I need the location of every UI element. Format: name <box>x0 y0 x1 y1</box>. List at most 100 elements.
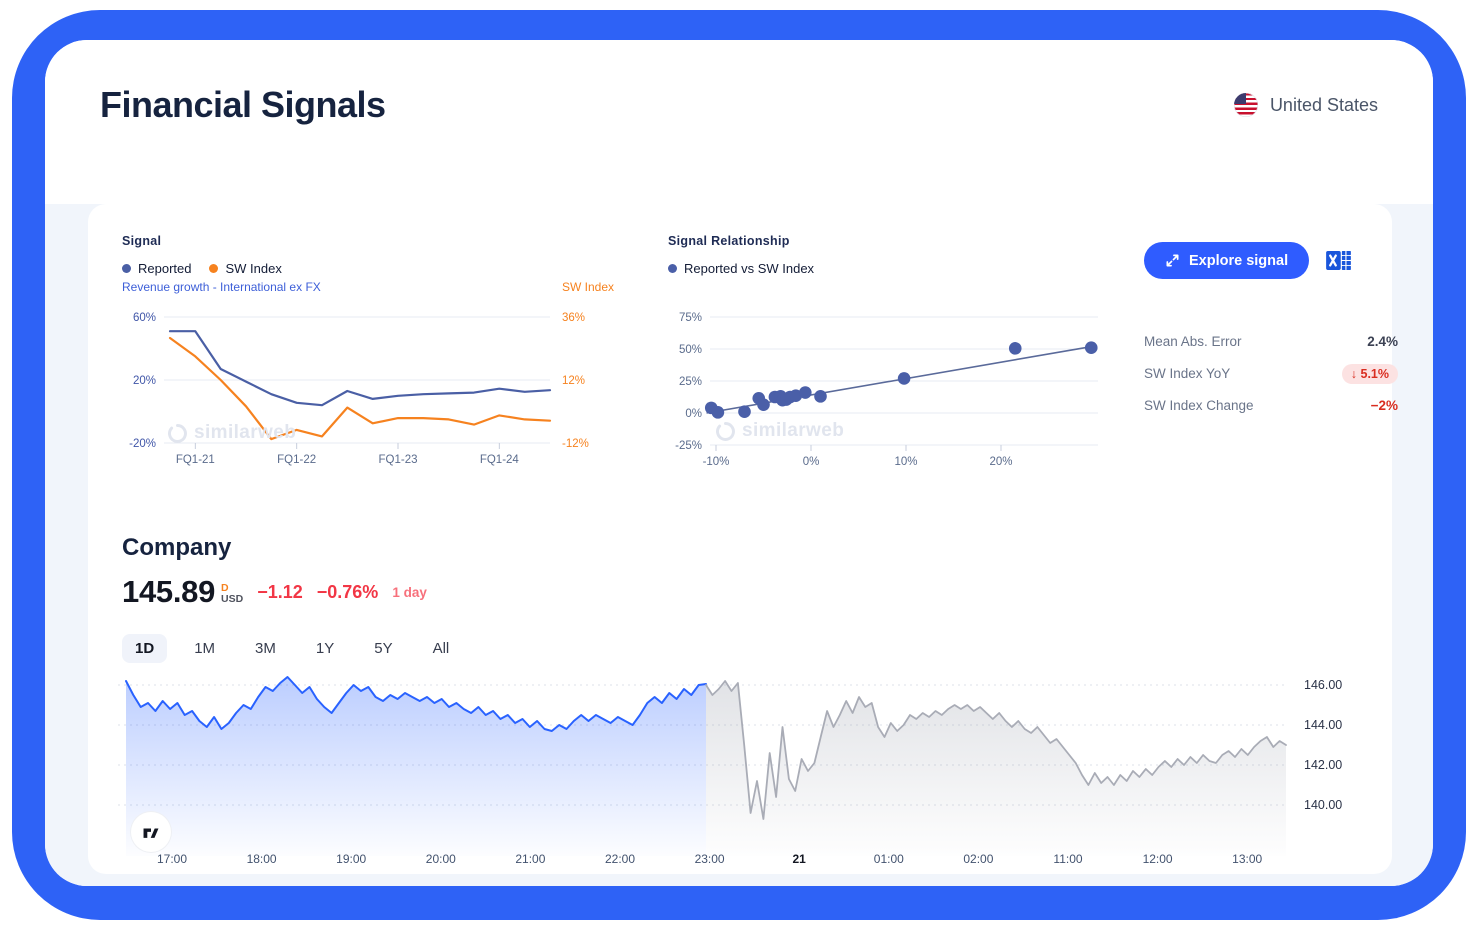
range-tab-all[interactable]: All <box>432 640 450 657</box>
svg-text:FQ1-23: FQ1-23 <box>379 454 418 466</box>
stat-value-negative: −2% <box>1370 398 1398 413</box>
range-tab-3m[interactable]: 3M <box>255 640 276 657</box>
svg-text:FQ1-22: FQ1-22 <box>277 454 316 466</box>
stat-row-mean-abs-error: Mean Abs. Error 2.4% <box>1144 329 1398 354</box>
svg-text:75%: 75% <box>679 312 702 324</box>
svg-text:36%: 36% <box>562 312 585 324</box>
explore-signal-label: Explore signal <box>1189 252 1289 269</box>
time-axis-label: 17:00 <box>156 852 188 866</box>
signal-actions: Explore signal <box>1144 242 1398 418</box>
time-axis-label: 12:00 <box>1142 852 1173 866</box>
time-axis-label: 02:00 <box>963 852 994 866</box>
relationship-legend: Reported vs SW Index <box>668 261 1118 276</box>
price-axis-label: 144.00 <box>1304 718 1343 732</box>
signal-section-label: Signal <box>122 234 162 248</box>
time-axis-label: 01:00 <box>873 852 904 866</box>
svg-text:12%: 12% <box>562 375 585 387</box>
signal-left-axis-label: Revenue growth - International ex FX <box>122 280 321 294</box>
tradingview-logo[interactable] <box>131 812 171 852</box>
price-currency-block: D USD <box>221 583 243 605</box>
signal-line-chart[interactable]: 60% 20% -20% 36% 12% -12% FQ1-21 FQ1-22 FQ1-23 FQ… <box>112 302 612 470</box>
svg-text:FQ1-24: FQ1-24 <box>480 454 520 466</box>
time-axis-label: 21 <box>792 852 806 866</box>
svg-text:-12%: -12% <box>562 438 589 450</box>
stat-label: Mean Abs. Error <box>1144 334 1242 349</box>
stat-row-sw-index-change: SW Index Change −2% <box>1144 393 1398 418</box>
stat-value: 2.4% <box>1367 334 1398 349</box>
page-title: Financial Signals <box>100 84 386 125</box>
price-change-abs: −1.12 <box>257 581 303 602</box>
svg-text:-25%: -25% <box>675 440 702 452</box>
region-label: United States <box>1269 94 1378 115</box>
price-axis-label: 140.00 <box>1304 798 1343 812</box>
time-axis: 17:00 18:00 19:00 20:00 21:00 22:00 23:00 21 01:… <box>118 852 1318 870</box>
stock-chart[interactable]: 146.00 144.00 142.00 140.00 17:00 18:00 19:00… <box>118 654 1398 870</box>
stat-label: SW Index Change <box>1144 398 1254 413</box>
reported-dot-icon <box>122 264 131 273</box>
price-axis-label: 142.00 <box>1304 758 1343 772</box>
explore-signal-button[interactable]: Explore signal <box>1144 242 1310 279</box>
range-tab-1d[interactable]: 1D <box>122 634 168 663</box>
stock-chart-canvas[interactable] <box>118 660 1288 856</box>
svg-text:20%: 20% <box>133 375 156 387</box>
price-session-flag: D <box>221 582 229 594</box>
time-axis-label: 23:00 <box>694 852 725 866</box>
stat-label: SW Index YoY <box>1144 366 1231 381</box>
company-title: Company <box>122 534 232 561</box>
us-flag-icon <box>1233 93 1258 117</box>
header: Financial Signals United States <box>45 40 1433 170</box>
legend-item-reported: Reported <box>122 261 191 276</box>
signal-section: Signal Reported SW Index Revenue growth … <box>112 234 622 475</box>
price-currency: USD <box>221 593 244 605</box>
svg-text:FQ1-21: FQ1-21 <box>176 454 215 466</box>
legend-item-reported-vs-sw: Reported vs SW Index <box>668 261 814 276</box>
range-tabs: 1D 1M 3M 1Y 5Y All <box>122 634 1362 663</box>
excel-export-button[interactable] <box>1325 247 1352 274</box>
time-axis-label: 18:00 <box>246 852 277 866</box>
svg-text:0%: 0% <box>803 456 820 468</box>
svg-text:0%: 0% <box>685 408 702 420</box>
relationship-dot-icon <box>668 264 677 273</box>
legend-label: Reported <box>138 261 192 276</box>
stat-row-sw-index-yoy: SW Index YoY ↓ 5.1% <box>1144 361 1398 386</box>
content-area: Signal Reported SW Index Revenue growth … <box>45 204 1433 886</box>
company-section: Company 145.89 D USD −1.12 −0.76% 1 day … <box>122 534 1362 663</box>
svg-text:20%: 20% <box>989 456 1012 468</box>
legend-label: Reported vs SW Index <box>684 261 815 276</box>
relationship-section: Signal Relationship Reported vs SW Index… <box>658 234 1118 477</box>
price-axis-label: 146.00 <box>1304 678 1343 692</box>
stock-price: 145.89 <box>122 574 216 609</box>
time-axis-label: 21:00 <box>515 852 546 866</box>
signal-legend: Reported SW Index <box>122 261 622 276</box>
svg-text:-10%: -10% <box>703 456 730 468</box>
time-axis-label: 13:00 <box>1232 852 1263 866</box>
time-axis-label: 19:00 <box>336 852 367 866</box>
range-tab-1y[interactable]: 1Y <box>315 640 335 657</box>
legend-item-sw-index: SW Index <box>209 261 282 276</box>
stock-price-row: 145.89 D USD −1.12 −0.76% 1 day <box>122 574 1362 610</box>
stats-list: Mean Abs. Error 2.4% SW Index YoY ↓ 5.1%… <box>1144 329 1398 418</box>
sw-index-dot-icon <box>209 264 219 273</box>
tradingview-icon <box>143 828 159 838</box>
signal-right-axis-label: SW Index <box>561 280 614 294</box>
relationship-scatter-chart[interactable]: 75% 50% 25% 0% -25%-10% 0% 10% 20% <box>658 302 1106 472</box>
svg-text:-20%: -20% <box>129 438 156 450</box>
expand-arrow-icon <box>1166 254 1179 267</box>
price-change-pct: −0.76% <box>316 581 379 602</box>
time-axis-label: 22:00 <box>604 852 636 866</box>
svg-text:60%: 60% <box>133 312 156 324</box>
svg-text:25%: 25% <box>679 376 702 388</box>
relationship-section-label: Signal Relationship <box>668 234 790 248</box>
legend-label: SW Index <box>225 261 282 276</box>
time-axis-label: 11:00 <box>1053 852 1083 866</box>
signals-panel: Signal Reported SW Index Revenue growth … <box>88 204 1398 874</box>
range-tab-1m[interactable]: 1M <box>194 640 216 657</box>
stat-badge-negative: ↓ 5.1% <box>1341 363 1398 384</box>
app-card: Financial Signals United States Signal R… <box>45 40 1433 886</box>
price-change-period: 1 day <box>392 584 427 600</box>
svg-text:50%: 50% <box>679 344 702 356</box>
region-selector[interactable]: United States <box>1233 93 1378 117</box>
svg-text:10%: 10% <box>894 456 917 468</box>
range-tab-5y[interactable]: 5Y <box>374 640 393 657</box>
excel-icon <box>1326 251 1351 270</box>
